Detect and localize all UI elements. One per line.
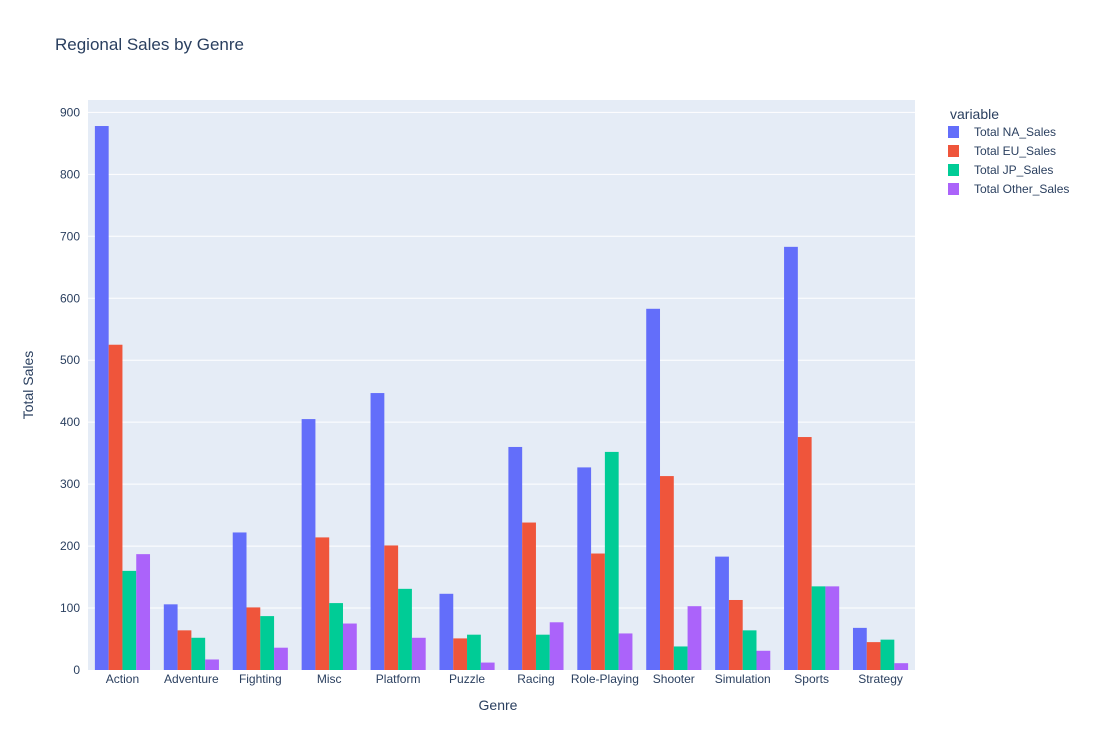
bar xyxy=(728,599,743,670)
bar xyxy=(94,126,109,670)
legend-label: Total NA_Sales xyxy=(974,125,1056,139)
bar xyxy=(315,537,330,670)
bar xyxy=(205,659,219,670)
bar xyxy=(591,553,605,670)
x-tick-label: Adventure xyxy=(164,672,219,686)
y-tick-label: 200 xyxy=(60,539,80,553)
bar xyxy=(784,246,798,670)
bar xyxy=(577,467,592,670)
bar xyxy=(329,603,343,670)
legend-item[interactable]: Total Other_Sales xyxy=(948,182,1069,196)
gridlines xyxy=(88,111,915,609)
legend-swatch xyxy=(948,145,959,157)
x-tick-label: Simulation xyxy=(715,672,771,686)
bar xyxy=(522,522,536,670)
legend-item[interactable]: Total EU_Sales xyxy=(948,144,1056,158)
bar xyxy=(136,554,151,670)
y-tick-label: 500 xyxy=(60,353,80,367)
y-tick-label: 400 xyxy=(60,415,80,429)
y-axis-ticks: 0 100 200 300 400 500 600 700 800 900 xyxy=(60,105,80,677)
x-tick-label: Puzzle xyxy=(449,672,485,686)
legend-item[interactable]: Total NA_Sales xyxy=(948,125,1056,139)
bar xyxy=(411,637,426,670)
legend-label: Total JP_Sales xyxy=(974,163,1053,177)
y-tick-label: 700 xyxy=(60,229,80,243)
bar xyxy=(742,630,757,670)
x-tick-label: Role-Playing xyxy=(571,672,639,686)
x-tick-label: Sports xyxy=(794,672,829,686)
bar xyxy=(797,437,812,670)
y-tick-label: 900 xyxy=(60,105,80,119)
y-tick-label: 0 xyxy=(73,663,80,677)
bar xyxy=(177,630,192,670)
legend-swatch xyxy=(948,126,959,138)
bar xyxy=(342,623,357,670)
x-tick-label: Platform xyxy=(376,672,421,686)
bar xyxy=(852,627,867,670)
bar xyxy=(660,476,674,670)
x-tick-label: Misc xyxy=(317,672,342,686)
x-tick-label: Racing xyxy=(517,672,554,686)
bar xyxy=(232,532,247,670)
y-tick-label: 300 xyxy=(60,477,80,491)
bar xyxy=(260,616,275,670)
bar xyxy=(480,662,495,670)
chart-title: Regional Sales by Genre xyxy=(55,35,244,54)
bar xyxy=(673,646,688,670)
bar xyxy=(246,607,261,670)
legend-item[interactable]: Total JP_Sales xyxy=(948,163,1053,177)
bar xyxy=(687,606,702,670)
bar xyxy=(508,446,523,670)
bar xyxy=(301,419,316,670)
bar xyxy=(880,639,895,670)
bar xyxy=(715,556,729,670)
bar xyxy=(384,545,399,670)
bar xyxy=(191,637,206,670)
bar xyxy=(866,642,881,670)
bar xyxy=(618,633,633,670)
bar xyxy=(646,308,661,670)
bar xyxy=(811,586,826,670)
legend-title: variable xyxy=(950,106,999,122)
bar xyxy=(467,634,481,670)
x-tick-label: Action xyxy=(106,672,139,686)
legend-label: Total EU_Sales xyxy=(974,144,1056,158)
x-tick-label: Shooter xyxy=(653,672,695,686)
y-axis-title: Total Sales xyxy=(20,351,36,419)
y-tick-label: 600 xyxy=(60,291,80,305)
bar xyxy=(108,344,123,670)
legend-swatch xyxy=(948,164,959,176)
bar xyxy=(370,393,385,670)
bar xyxy=(122,570,137,670)
x-tick-label: Fighting xyxy=(239,672,282,686)
y-tick-label: 800 xyxy=(60,167,80,181)
bar xyxy=(549,622,564,670)
bar xyxy=(535,634,550,670)
bar xyxy=(453,638,468,670)
bar xyxy=(894,663,909,670)
bar xyxy=(604,451,619,670)
bar xyxy=(825,586,840,670)
bar xyxy=(756,650,771,670)
bar xyxy=(439,593,454,670)
bar xyxy=(163,604,178,670)
legend-label: Total Other_Sales xyxy=(974,182,1069,196)
x-axis-title: Genre xyxy=(479,697,518,713)
x-tick-label: Strategy xyxy=(858,672,903,686)
legend-swatch xyxy=(948,183,959,195)
plot-area xyxy=(88,100,915,670)
legend-items: Total NA_Sales Total EU_Sales Total JP_Sal… xyxy=(948,125,1069,196)
bar xyxy=(398,588,412,670)
x-axis-ticks: Action Adventure Fighting Misc Platform Puzzl… xyxy=(106,672,903,686)
bars xyxy=(94,126,909,670)
bar xyxy=(274,647,288,670)
y-tick-label: 100 xyxy=(60,601,80,615)
